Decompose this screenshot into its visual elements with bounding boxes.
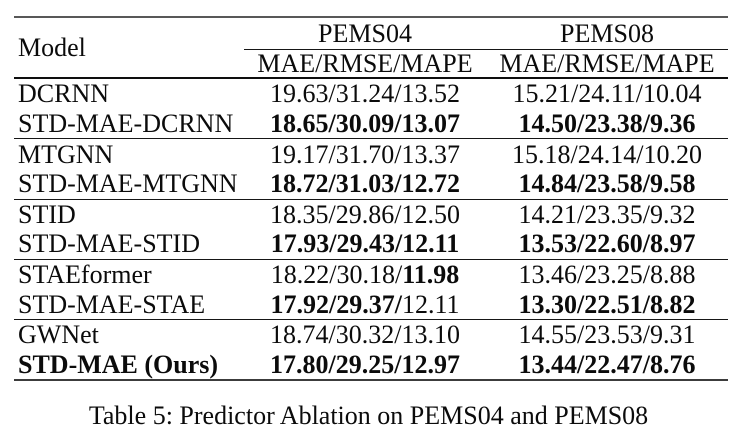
- subheader-pems04-metrics: MAE/RMSE/MAPE: [244, 49, 486, 80]
- table-row: MTGNN 19.17/31.70/13.37 15.18/24.14/10.20: [14, 139, 728, 169]
- table-body: DCRNN 19.63/31.24/13.52 15.21/24.11/10.04 S…: [14, 78, 728, 380]
- pems08-metrics-cell: 14.84/23.58/9.58: [486, 169, 728, 200]
- table-row: STD-MAE-DCRNN 18.65/30.09/13.07 14.50/23.3…: [14, 108, 728, 140]
- model-cell: STD-MAE (Ours): [14, 350, 244, 381]
- pems08-metrics-cell: 15.18/24.14/10.20: [486, 139, 728, 169]
- value-text: 18.74/30.32/13.10: [270, 320, 460, 350]
- pems08-metrics-cell: 15.21/24.11/10.04: [486, 78, 728, 109]
- value-text: 19.63/31.24/13.52: [270, 79, 460, 109]
- value-text: STAEformer: [18, 260, 152, 289]
- model-cell: STD-MAE-STID: [14, 229, 244, 260]
- value-text: 12.11: [401, 289, 460, 319]
- model-cell: DCRNN: [14, 78, 244, 109]
- value-text: MTGNN: [18, 139, 114, 169]
- pems04-metrics-cell: 18.74/30.32/13.10: [244, 320, 486, 350]
- value-text: 18.22/30.18/: [270, 260, 403, 289]
- table-row: DCRNN 19.63/31.24/13.52 15.21/24.11/10.04: [14, 78, 728, 109]
- pems08-metrics-cell: 13.46/23.25/8.88: [486, 259, 728, 289]
- value-text: 15.18/24.14/10.20: [512, 139, 702, 169]
- table-row: STD-MAE-STAE 17.92/29.37/12.11 13.30/22.51…: [14, 289, 728, 321]
- model-cell: STD-MAE-MTGNN: [14, 169, 244, 200]
- table-row: STID 18.35/29.86/12.50 14.21/23.35/9.32: [14, 199, 728, 229]
- pems04-metrics-cell: 18.65/30.09/13.07: [244, 108, 486, 140]
- table-row: STD-MAE-MTGNN 18.72/31.03/12.72 14.84/23.5…: [14, 169, 728, 200]
- value-text: 14.55/23.53/9.31: [518, 320, 696, 350]
- value-text: 15.21/24.11/10.04: [512, 79, 702, 109]
- header-group-row: Model PEMS04 PEMS08: [14, 17, 728, 80]
- value-text: DCRNN: [18, 79, 110, 109]
- value-text: STID: [18, 199, 76, 229]
- value-text: STD-MAE-DCRNN: [18, 109, 234, 139]
- pems08-metrics-cell: 14.21/23.35/9.32: [486, 199, 728, 229]
- value-text: STD-MAE-STID: [18, 229, 200, 259]
- header-metrics-row: MAE/RMSE/MAPE MAE/RMSE/MAPE: [14, 49, 728, 80]
- best-value-text: 13.44/22.47/8.76: [518, 349, 696, 379]
- best-value-text: 18.72/31.03/12.72: [270, 169, 460, 199]
- table-row: STAEformer 18.22/30.18/11.98 13.46/23.25/8…: [14, 259, 728, 289]
- best-value-text: 17.80/29.25/12.97: [270, 349, 460, 379]
- value-text: 19.17/31.70/13.37: [270, 139, 460, 169]
- model-cell: GWNet: [14, 320, 244, 350]
- pems04-metrics-cell: 17.80/29.25/12.97: [244, 350, 486, 381]
- model-cell: STD-MAE-DCRNN: [14, 108, 244, 140]
- value-text: 13.46/23.25/8.88: [518, 260, 696, 289]
- results-table: Model PEMS04 PEMS08 MAE/RMSE/MAPE MAE/RM…: [14, 16, 728, 382]
- pems04-metrics-cell: 17.93/29.43/12.11: [244, 229, 486, 260]
- pems04-metrics-cell: 18.72/31.03/12.72: [244, 169, 486, 200]
- model-cell: MTGNN: [14, 139, 244, 169]
- value-text: 18.35/29.86/12.50: [270, 199, 460, 229]
- pems04-metrics-cell: 18.35/29.86/12.50: [244, 199, 486, 229]
- best-value-text: 17.92/29.37/: [270, 289, 402, 319]
- best-value-text: 17.93/29.43/12.11: [270, 229, 460, 259]
- pems04-metrics-cell: 19.63/31.24/13.52: [244, 78, 486, 109]
- pems04-metrics-cell: 19.17/31.70/13.37: [244, 139, 486, 169]
- model-cell: STID: [14, 199, 244, 229]
- pems08-metrics-cell: 13.30/22.51/8.82: [486, 289, 728, 321]
- model-cell: STD-MAE-STAE: [14, 289, 244, 321]
- best-value-text: STD-MAE (Ours): [18, 349, 219, 379]
- value-text: STD-MAE-MTGNN: [18, 169, 238, 199]
- value-text: 14.21/23.35/9.32: [518, 199, 696, 229]
- column-header-pems08: PEMS08: [486, 17, 728, 50]
- table-row: GWNet 18.74/30.32/13.10 14.55/23.53/9.31: [14, 320, 728, 350]
- column-header-pems04: PEMS04: [244, 17, 486, 50]
- pems04-metrics-cell: 17.92/29.37/12.11: [244, 289, 486, 321]
- subheader-pems08-metrics: MAE/RMSE/MAPE: [486, 49, 728, 80]
- value-text: GWNet: [18, 320, 99, 350]
- table-header: Model PEMS04 PEMS08 MAE/RMSE/MAPE MAE/RM…: [14, 17, 728, 80]
- best-value-text: 13.53/22.60/8.97: [518, 229, 696, 259]
- value-text: STD-MAE-STAE: [18, 289, 206, 319]
- table-caption: Table 5: Predictor Ablation on PEMS04 an…: [88, 401, 649, 430]
- pems08-metrics-cell: 13.53/22.60/8.97: [486, 229, 728, 260]
- pems04-metrics-cell: 18.22/30.18/11.98: [244, 259, 486, 289]
- table-row: STD-MAE-STID 17.93/29.43/12.11 13.53/22.60…: [14, 229, 728, 260]
- pems08-metrics-cell: 13.44/22.47/8.76: [486, 350, 728, 381]
- pems08-metrics-cell: 14.55/23.53/9.31: [486, 320, 728, 350]
- best-value-text: 18.65/30.09/13.07: [270, 109, 460, 139]
- pems08-metrics-cell: 14.50/23.38/9.36: [486, 108, 728, 140]
- model-cell: STAEformer: [14, 259, 244, 289]
- best-value-text: 13.30/22.51/8.82: [518, 289, 696, 319]
- best-value-text: 14.84/23.58/9.58: [518, 169, 696, 199]
- column-header-model: Model: [14, 17, 244, 80]
- best-value-text: 11.98: [402, 260, 460, 289]
- best-value-text: 14.50/23.38/9.36: [518, 109, 696, 139]
- table-row: STD-MAE (Ours) 17.80/29.25/12.97 13.44/22.…: [14, 350, 728, 381]
